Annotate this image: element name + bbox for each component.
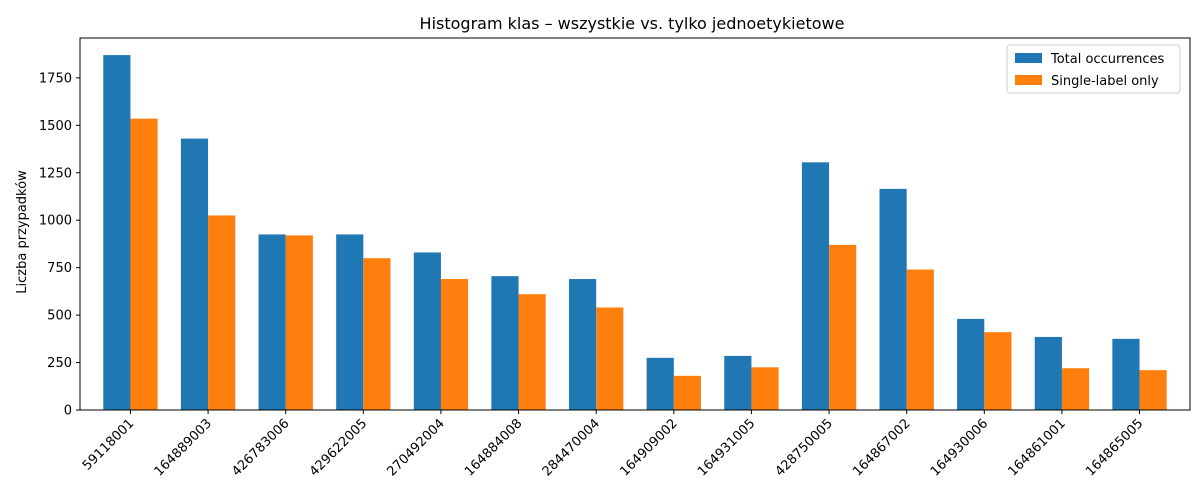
x-tick-label: 164930006 xyxy=(928,416,991,479)
bar-single-164867002 xyxy=(906,269,934,410)
bar-single-428750005 xyxy=(829,244,857,410)
bar-single-164865005 xyxy=(1139,370,1167,410)
bar-total-164930006 xyxy=(957,318,985,410)
y-axis-label: Liczba przypadków xyxy=(15,170,30,294)
x-tick-label: 428750005 xyxy=(773,416,836,479)
bars-layer xyxy=(103,55,1167,410)
legend-label-total: Total occurrences xyxy=(1050,52,1165,67)
bar-total-429622005 xyxy=(336,234,364,410)
y-tick-label: 1500 xyxy=(39,119,72,134)
y-tick-label: 1000 xyxy=(39,214,72,229)
bar-total-164865005 xyxy=(1112,338,1140,410)
x-tick-label: 164889003 xyxy=(152,416,215,479)
x-tick-label: 164865005 xyxy=(1083,416,1146,479)
bar-total-164909002 xyxy=(646,357,674,410)
bar-total-164861001 xyxy=(1034,336,1062,410)
chart-title: Histogram klas – wszystkie vs. tylko jed… xyxy=(420,14,845,33)
x-tick-label: 164931005 xyxy=(695,416,758,479)
x-tick-label: 164909002 xyxy=(617,416,680,479)
bar-single-59118001 xyxy=(130,118,158,410)
y-tick-label: 500 xyxy=(47,309,72,324)
x-tick-label: 59118001 xyxy=(80,416,137,473)
y-tick-label: 250 xyxy=(47,356,72,371)
plot-frame xyxy=(79,37,1191,411)
bar-single-164930006 xyxy=(984,332,1012,410)
bar-total-428750005 xyxy=(801,162,830,410)
x-tick-label: 164884008 xyxy=(462,416,525,479)
bar-single-270492004 xyxy=(440,279,469,410)
bar-single-426783006 xyxy=(285,235,313,410)
bar-single-284470004 xyxy=(596,307,624,410)
x-tick-label: 284470004 xyxy=(540,416,603,479)
x-tick-label: 164861001 xyxy=(1005,416,1068,479)
bar-single-164931005 xyxy=(751,367,779,410)
bar-single-164909002 xyxy=(673,375,701,410)
bar-total-426783006 xyxy=(258,234,286,410)
bar-total-164884008 xyxy=(491,276,519,410)
bar-total-164931005 xyxy=(724,355,752,410)
bar-total-59118001 xyxy=(103,55,131,410)
bar-single-429622005 xyxy=(363,258,391,410)
bar-total-164867002 xyxy=(879,188,907,410)
bar-single-164889003 xyxy=(208,215,236,410)
bar-total-284470004 xyxy=(569,279,597,410)
x-tick-label: 164867002 xyxy=(850,416,913,479)
bar-total-270492004 xyxy=(413,252,441,410)
y-tick-label: 1250 xyxy=(39,166,72,181)
x-tick-label: 429622005 xyxy=(307,416,370,479)
legend-swatch-total xyxy=(1015,53,1042,63)
legend-swatch-single xyxy=(1015,75,1042,85)
bar-single-164884008 xyxy=(518,294,546,410)
legend-label-single: Single-label only xyxy=(1051,74,1159,89)
y-tick-label: 0 xyxy=(64,404,72,419)
x-tick-label: 426783006 xyxy=(229,416,292,479)
bar-single-164861001 xyxy=(1061,368,1090,410)
y-tick-label: 750 xyxy=(47,261,72,276)
y-tick-label: 1750 xyxy=(39,71,72,86)
legend-box xyxy=(1006,44,1181,94)
x-tick-label: 270492004 xyxy=(385,416,448,479)
legend: Total occurrences Single-label only xyxy=(1006,44,1181,94)
bar-total-164889003 xyxy=(180,138,209,410)
